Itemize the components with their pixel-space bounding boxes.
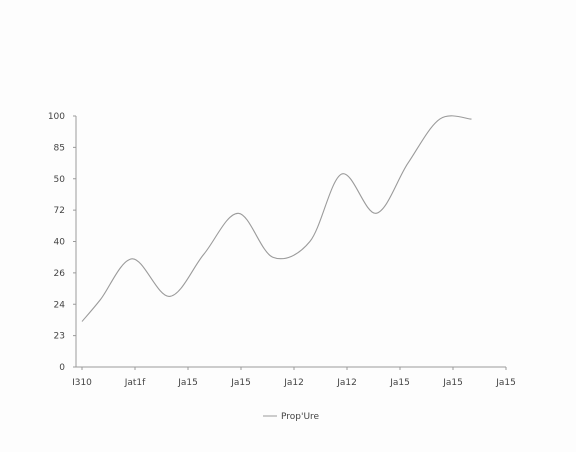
x-tick-label: I310: [72, 378, 92, 388]
axes: [75, 116, 506, 368]
series-group: [81, 115, 472, 322]
x-axis-ticks: I310 Jat1f Ja15 Ja15 Ja12 Ja12 Ja15 Ja15 Ja15: [72, 367, 516, 388]
x-tick-label: Ja15: [177, 378, 198, 388]
x-tick-label: Ja15: [230, 378, 251, 388]
x-tick-label: Jat1f: [124, 378, 146, 388]
x-tick-label: Ja15: [389, 378, 410, 388]
x-tick-label: Ja12: [336, 378, 357, 388]
y-axis-ticks: 0 23 24 26 40 72 50 85 100: [48, 112, 76, 373]
y-tick-label: 24: [54, 300, 66, 310]
series-line-0: [81, 115, 472, 322]
x-tick-label: Ja15: [442, 378, 463, 388]
y-tick-label: 23: [54, 332, 65, 342]
y-tick-label: 72: [54, 206, 65, 216]
legend-label: Prop'Ure: [281, 412, 320, 422]
y-tick-label: 40: [54, 238, 66, 248]
y-tick-label: 26: [54, 269, 66, 279]
legend: Prop'Ure: [263, 412, 320, 422]
y-tick-label: 85: [54, 143, 65, 153]
y-tick-label: 0: [59, 363, 65, 373]
x-tick-label: Ja15: [495, 378, 516, 388]
y-tick-label: 100: [48, 112, 65, 122]
x-tick-label: Ja12: [283, 378, 304, 388]
y-tick-label: 50: [54, 175, 66, 185]
